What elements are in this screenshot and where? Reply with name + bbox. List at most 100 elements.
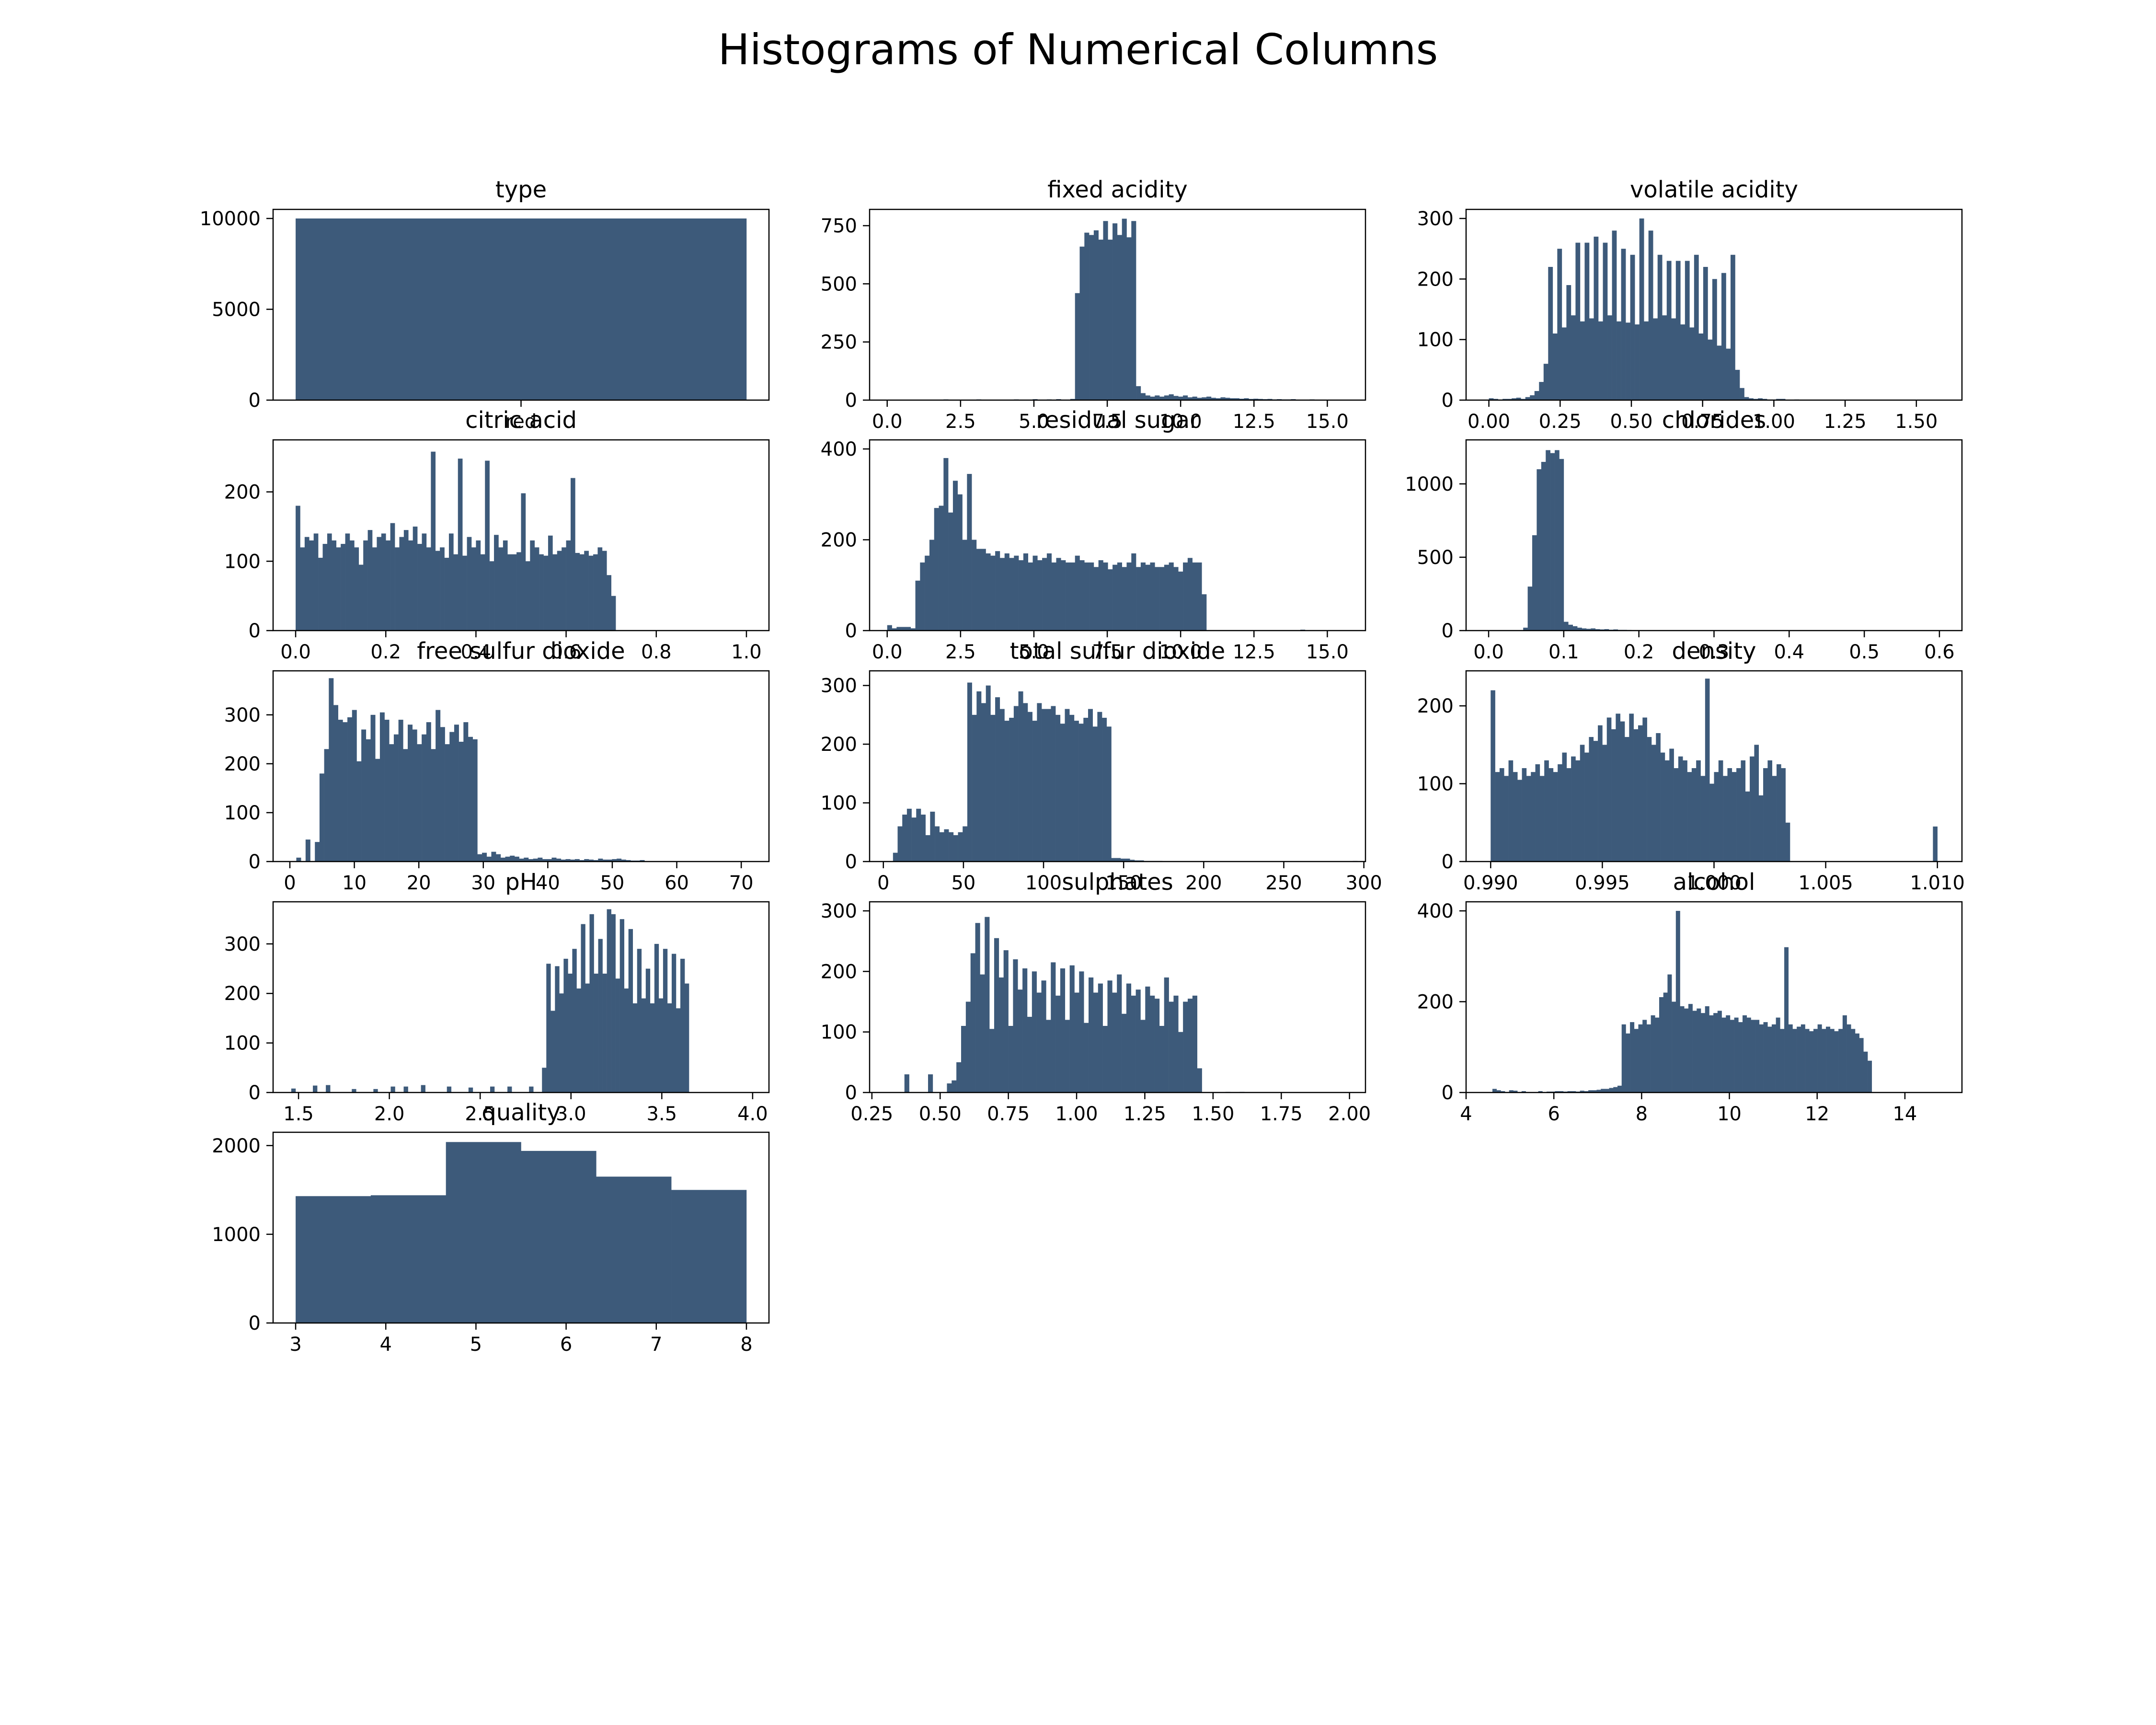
histogram-bar — [1092, 726, 1098, 862]
histogram-bar — [408, 540, 413, 631]
subplot-chlorides: chlorides 0 500 1000 0.0 0.1 0.2 0.3 0.4 0.5 0.6 — [1405, 407, 1963, 663]
histogram-bar — [1758, 398, 1763, 400]
histogram-bar — [1234, 398, 1239, 400]
histogram-bar — [1717, 1011, 1722, 1092]
histogram-bar — [1698, 334, 1704, 400]
histogram-bar — [576, 988, 581, 1092]
histogram-bar — [1173, 995, 1179, 1092]
histogram-bar — [1513, 1091, 1518, 1092]
histogram-bar — [1709, 1015, 1714, 1092]
histogram-bar — [1696, 760, 1701, 862]
histogram-bar — [1145, 986, 1150, 1092]
histogram-bar — [1601, 1089, 1606, 1092]
y-tick-label: 100 — [224, 1033, 261, 1055]
histogram-bar — [607, 859, 612, 862]
histogram-bar — [930, 811, 935, 862]
subplot-title: density — [1672, 638, 1756, 665]
histogram-bar — [1502, 399, 1507, 400]
subplot-title: free sulfur dioxide — [417, 638, 625, 665]
histogram-bar — [1027, 712, 1032, 862]
y-tick-label: 100 — [224, 802, 261, 824]
x-tick-label: 0.75 — [987, 1103, 1030, 1125]
histogram-bar — [1591, 628, 1596, 631]
histogram-bar — [990, 555, 996, 631]
x-tick-label: 0.5 — [1849, 641, 1880, 663]
histogram-bar — [571, 478, 575, 631]
histogram-bar — [1759, 1024, 1764, 1092]
histogram-bar — [542, 859, 548, 862]
histogram-bar — [300, 547, 305, 631]
histogram-bar — [1097, 712, 1102, 862]
histogram-bar — [1004, 721, 1009, 862]
histogram-bar — [1103, 562, 1108, 631]
histogram-bar — [1671, 318, 1676, 400]
histogram-bar — [530, 540, 535, 631]
histogram-bar — [1617, 321, 1621, 400]
histogram-bar — [1106, 726, 1112, 862]
histogram-bar — [1145, 395, 1150, 400]
x-tick-label: 0.4 — [1774, 641, 1805, 663]
histogram-bar — [952, 481, 958, 631]
histogram-bar — [1638, 1024, 1643, 1092]
histogram-bar — [594, 973, 598, 1092]
histogram-bar — [1785, 822, 1790, 862]
histogram-bar — [1013, 706, 1019, 862]
x-tick-label: 0.0 — [872, 641, 903, 663]
histogram-bar — [920, 562, 925, 631]
histogram-bar — [1666, 261, 1672, 400]
histogram-bar — [1626, 1033, 1630, 1092]
x-tick-label: 30 — [471, 872, 495, 894]
subplot-type: type 0 5000 10000 red — [200, 176, 770, 433]
y-tick-label: 400 — [1417, 900, 1454, 922]
histogram-bar — [377, 537, 382, 631]
histogram-bar — [957, 494, 963, 631]
histogram-bar — [318, 558, 323, 631]
y-tick-label: 0 — [1442, 851, 1454, 873]
axes-frame — [272, 670, 770, 862]
histogram-bar — [967, 474, 972, 631]
histogram-bar — [1089, 977, 1094, 1092]
histogram-bar — [1685, 261, 1690, 400]
histogram-bar — [1131, 995, 1136, 1092]
histogram-bar — [1630, 1022, 1635, 1092]
histogram-bar — [1493, 399, 1498, 400]
histogram-bar — [291, 1088, 296, 1092]
histogram-bar — [584, 859, 589, 862]
y-tick-label: 200 — [821, 734, 857, 756]
histogram-bar — [1584, 752, 1589, 862]
histogram-bar — [671, 954, 677, 1092]
histogram-bar — [1102, 1026, 1108, 1092]
subplot-title: chlorides — [1662, 407, 1766, 434]
histogram-bar — [1680, 1006, 1685, 1092]
histogram-bar — [390, 1086, 395, 1092]
x-tick-label: 0.0 — [280, 641, 311, 663]
histogram-bar — [1767, 1026, 1772, 1092]
histogram-bar — [426, 547, 431, 631]
histogram-bar — [1187, 397, 1193, 400]
histogram-bar — [1629, 713, 1634, 862]
y-tick-label: 2000 — [212, 1135, 261, 1157]
histogram-bar — [1589, 318, 1594, 400]
x-tick-label: 0.50 — [1610, 411, 1652, 433]
histogram-bar — [1647, 737, 1652, 862]
histogram-bar — [1683, 760, 1687, 862]
histogram-bar — [986, 553, 991, 631]
histogram-bar — [566, 540, 571, 631]
histogram-bar — [1743, 1015, 1747, 1092]
histogram-bar — [528, 859, 533, 862]
histogram-bar — [617, 858, 622, 862]
histogram-bar — [1776, 399, 1781, 400]
histogram-bar — [341, 544, 345, 631]
histogram-bar — [928, 1074, 933, 1092]
histogram-bar — [598, 858, 603, 862]
histogram-bar — [412, 729, 417, 862]
subplot-title: residual sugar — [1036, 407, 1199, 434]
histogram-bar — [1046, 553, 1052, 631]
histogram-bar — [897, 826, 903, 862]
histogram-bar — [1192, 562, 1197, 631]
y-tick-label: 300 — [224, 704, 261, 726]
x-tick-label: 0.50 — [919, 1103, 962, 1125]
histogram-bar — [1164, 564, 1169, 631]
histogram-bar — [986, 685, 991, 862]
x-tick-label: 5 — [470, 1334, 482, 1356]
